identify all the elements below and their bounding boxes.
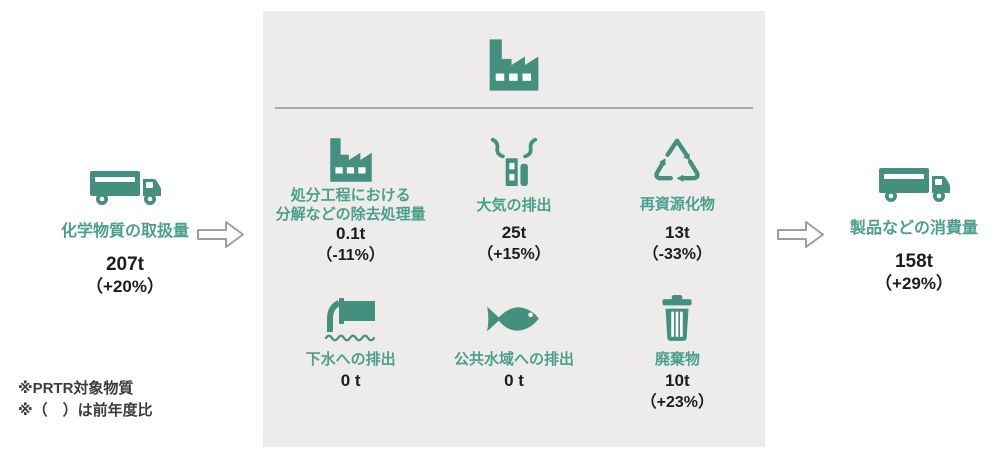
- drain-pipe-icon: [322, 293, 380, 345]
- chemical-handling-group: 化学物質の取扱量 207t （+20%）: [33, 168, 217, 296]
- emissions-grid: 処分工程における 分解などの除去処理量 0.1t （-11%）: [263, 109, 765, 423]
- cell-label: 下水への排出: [305, 350, 396, 368]
- cell-label: 処分工程における 分解などの除去処理量: [275, 187, 426, 223]
- facility-panel: 処分工程における 分解などの除去処理量 0.1t （-11%）: [263, 11, 765, 447]
- trash-bin-icon: [657, 293, 697, 345]
- footnote-parens: ※（ ）は前年度比: [18, 402, 153, 419]
- cell-value: 10t: [665, 371, 690, 390]
- factory-icon: [324, 136, 378, 184]
- cell-value: 0 t: [340, 371, 361, 390]
- cell-waste: 廃棄物 10t （+23%）: [596, 266, 759, 423]
- cell-change: （-11%）: [316, 247, 385, 264]
- chimney-smoke-icon: [487, 136, 541, 186]
- flow-arrow-right-icon: [776, 219, 826, 250]
- flow-arrow-right-icon: [196, 219, 246, 250]
- truck-icon: [878, 165, 950, 205]
- product-consumption-change: （+29%）: [875, 274, 953, 293]
- cell-label: 公共水域への排出: [453, 350, 574, 368]
- cell-air-emissions: 大気の排出 25t （+15%）: [432, 109, 595, 266]
- cell-public-water-discharge: 公共水域への排出 0 t: [432, 266, 595, 423]
- cell-label: 廃棄物: [654, 350, 700, 368]
- factory-icon: [263, 11, 765, 93]
- chemical-handling-change: （+20%）: [86, 277, 164, 296]
- cell-change: （-33%）: [642, 246, 712, 263]
- cell-change: （+23%）: [640, 394, 714, 411]
- cell-removal-treatment: 処分工程における 分解などの除去処理量 0.1t （-11%）: [269, 109, 432, 266]
- product-consumption-group: 製品などの消費量 158t （+29%）: [822, 165, 1000, 293]
- cell-recycled-resources: 再資源化物 13t （-33%）: [596, 109, 759, 266]
- recycle-icon: [652, 136, 702, 184]
- chemical-handling-label: 化学物質の取扱量: [60, 223, 189, 240]
- cell-value: 0.1t: [336, 224, 366, 243]
- cell-value: 25t: [501, 223, 527, 242]
- cell-value: 0 t: [504, 371, 524, 390]
- panel-divider: [275, 107, 753, 109]
- cell-change: （+15%）: [477, 246, 551, 263]
- truck-icon: [87, 168, 163, 208]
- cell-label: 再資源化物: [639, 196, 715, 214]
- product-consumption-label: 製品などの消費量: [849, 220, 978, 237]
- footnote-prtr: ※PRTR対象物質: [18, 380, 134, 397]
- product-consumption-value: 158t: [894, 251, 934, 272]
- cell-label: 大気の排出: [476, 197, 552, 214]
- cell-value: 13t: [665, 223, 690, 242]
- footnotes: ※PRTR対象物質 ※（ ）は前年度比: [18, 378, 153, 422]
- chemical-handling-value: 207t: [105, 254, 145, 275]
- cell-sewer-discharge: 下水への排出 0 t: [269, 266, 432, 423]
- fish-icon: [485, 293, 543, 345]
